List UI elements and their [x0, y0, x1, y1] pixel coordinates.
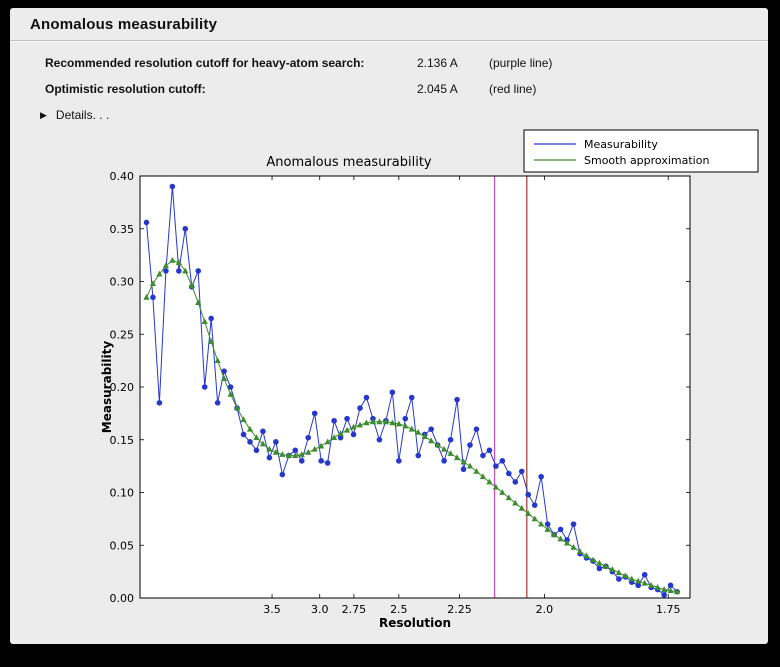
svg-text:Measurability: Measurability: [100, 341, 114, 434]
panel-header: Anomalous measurability: [10, 8, 768, 41]
svg-text:0.00: 0.00: [110, 592, 135, 605]
recommended-cutoff-label: Recommended resolution cutoff for heavy-…: [45, 56, 365, 70]
svg-text:2.0: 2.0: [536, 603, 554, 616]
svg-text:2.75: 2.75: [342, 603, 367, 616]
svg-text:1.75: 1.75: [656, 603, 681, 616]
svg-text:0.25: 0.25: [110, 328, 135, 341]
recommended-cutoff-note: (purple line): [489, 56, 553, 70]
svg-text:3.5: 3.5: [263, 603, 281, 616]
svg-text:0.40: 0.40: [110, 170, 135, 183]
svg-text:0.10: 0.10: [110, 487, 135, 500]
svg-text:Anomalous measurability: Anomalous measurability: [266, 155, 432, 170]
disclosure-triangle-icon: ▶: [40, 109, 47, 120]
recommended-cutoff-value: 2.136 A: [417, 56, 458, 70]
svg-text:2.5: 2.5: [390, 603, 408, 616]
svg-text:0.30: 0.30: [110, 276, 135, 289]
page-title: Anomalous measurability: [30, 16, 218, 33]
svg-text:2.25: 2.25: [447, 603, 472, 616]
anomalous-measurability-chart: 0.00 0.05 0.10 0.15 0.20 0.25 0.30 0.35 0.40 3.5 3…: [100, 126, 768, 632]
recommended-cutoff-row: Recommended resolution cutoff for heavy-…: [45, 56, 768, 70]
optimistic-cutoff-label: Optimistic resolution cutoff:: [45, 82, 206, 96]
resolution-cutoff-summary: Recommended resolution cutoff for heavy-…: [10, 41, 768, 96]
svg-text:0.15: 0.15: [110, 434, 135, 447]
anomalous-measurability-panel: Anomalous measurability Recommended reso…: [10, 8, 768, 644]
svg-text:0.05: 0.05: [110, 539, 135, 552]
svg-text:Measurability: Measurability: [584, 138, 658, 151]
svg-text:0.20: 0.20: [110, 381, 135, 394]
optimistic-cutoff-note: (red line): [489, 82, 537, 96]
svg-text:0.35: 0.35: [110, 223, 135, 236]
svg-text:Resolution: Resolution: [379, 616, 451, 630]
optimistic-cutoff-row: Optimistic resolution cutoff: 2.045 A (r…: [45, 82, 768, 96]
details-label: Details. . .: [55, 108, 110, 122]
svg-text:Smooth approximation: Smooth approximation: [584, 154, 709, 167]
optimistic-cutoff-value: 2.045 A: [417, 82, 458, 96]
details-disclosure[interactable]: ▶ Details. . .: [40, 108, 768, 122]
svg-text:3.0: 3.0: [311, 603, 329, 616]
